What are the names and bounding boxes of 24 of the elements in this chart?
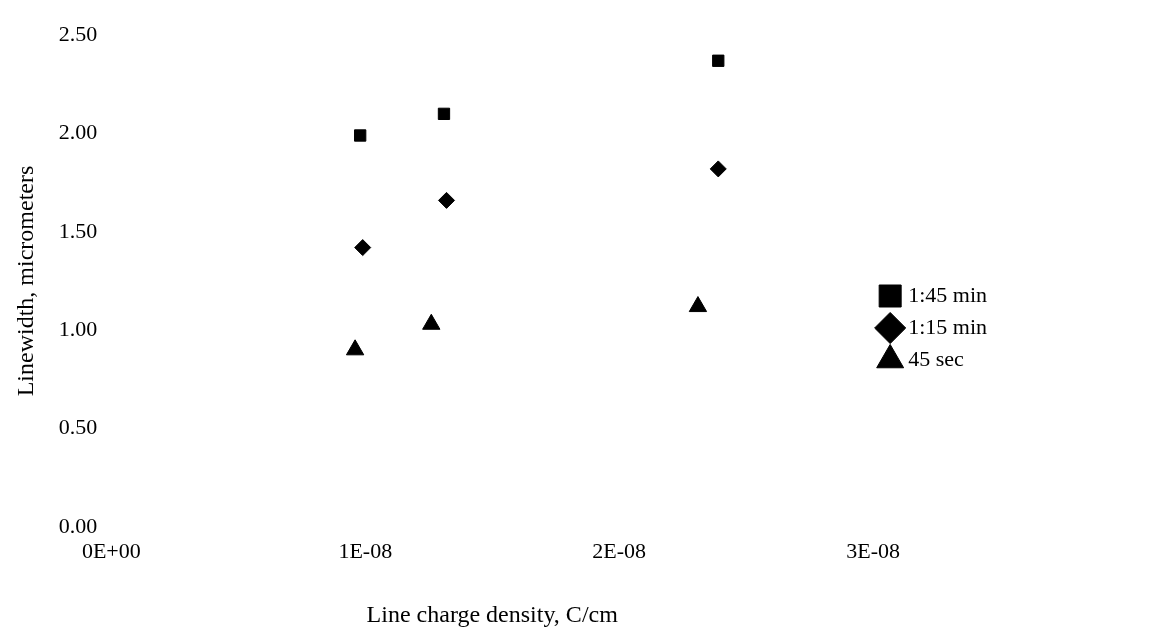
legend-label: 1:15 min <box>908 313 988 339</box>
x-tick-label: 1E-08 <box>338 537 393 563</box>
legend-label: 45 sec <box>908 345 964 371</box>
point <box>345 339 365 356</box>
y-tick-label: 0.50 <box>58 414 98 440</box>
y-axis-title: Linewidth, micrometers <box>11 165 38 397</box>
x-tick-label: 0E+00 <box>81 537 141 563</box>
x-tick-label: 3E-08 <box>846 537 901 563</box>
point <box>438 191 456 209</box>
y-tick-label: 1.00 <box>58 315 98 341</box>
legend-label: 1:45 min <box>908 281 988 307</box>
point <box>709 160 727 178</box>
y-tick-label: 1.50 <box>58 217 98 243</box>
y-tick-label: 2.00 <box>58 119 98 145</box>
point <box>688 296 708 313</box>
x-axis-title: Line charge density, C/cm <box>366 600 619 627</box>
point <box>437 107 451 121</box>
point <box>354 239 372 257</box>
point <box>354 129 367 142</box>
y-tick-label: 2.50 <box>58 20 98 46</box>
x-tick-label: 2E-08 <box>592 537 647 563</box>
point <box>422 313 441 330</box>
point <box>712 54 725 67</box>
y-tick-label: 0.00 <box>58 512 98 538</box>
